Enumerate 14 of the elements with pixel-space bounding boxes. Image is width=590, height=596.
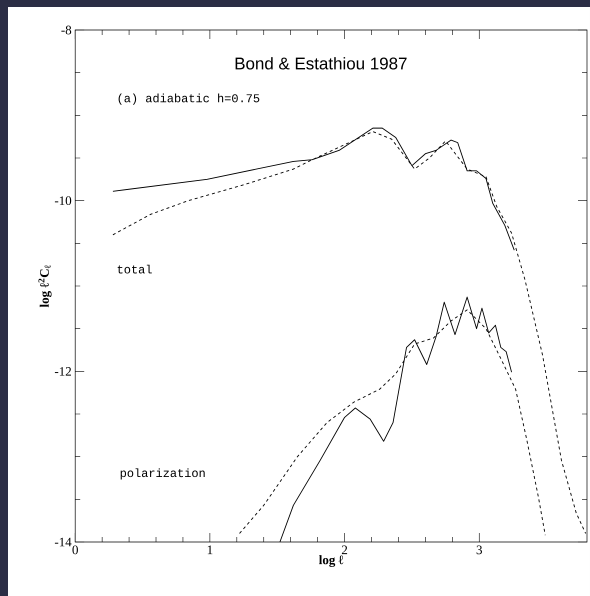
x-tick-label: 1 xyxy=(208,546,212,554)
y-tick-label: -8 xyxy=(61,26,72,34)
annotation: (a) adiabatic h=0.75 xyxy=(118,94,260,105)
x-tick-label: 2 xyxy=(342,546,348,554)
x-tick-label: 0 xyxy=(72,546,78,554)
y-tick-label: -10 xyxy=(54,196,72,206)
text: Bond & Estathiou 1987 xyxy=(236,57,407,70)
y-axis-title: log ℓ$^{2}$C$_{ℓ}$ xyxy=(38,265,52,308)
annotation: total xyxy=(118,264,152,274)
y-tick-label: -12 xyxy=(54,367,71,376)
y-tick-label: -14 xyxy=(54,538,72,546)
annotation: polarization xyxy=(120,468,205,480)
x-tick-label: 3 xyxy=(476,546,482,554)
x-axis-title: log ℓ xyxy=(319,555,344,567)
